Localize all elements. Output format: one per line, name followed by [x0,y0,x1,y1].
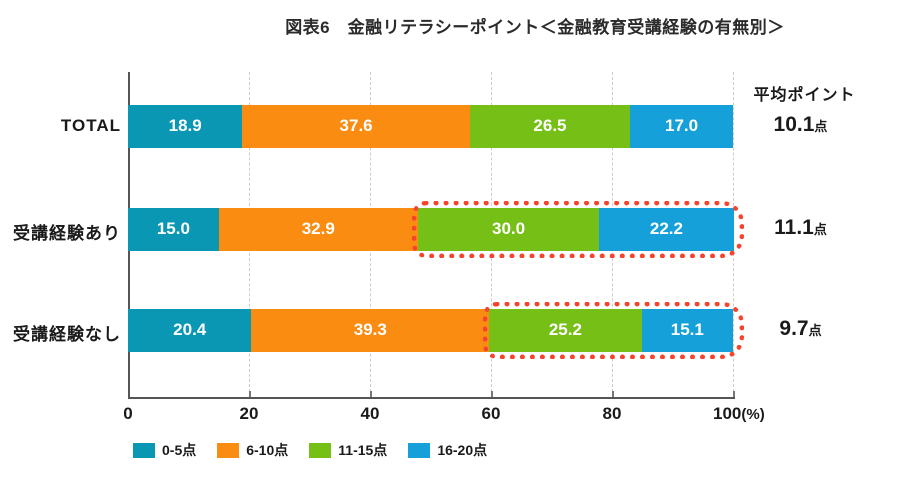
bar-segment: 15.0 [128,207,219,251]
legend-item: 16-20点 [408,440,487,460]
average-value: 9.7点 [738,317,863,341]
bar-segment-value: 26.5 [533,116,567,135]
bar-segment: 25.2 [489,308,642,352]
bar-segment-value: 15.0 [156,219,190,238]
category-label-total: TOTAL [60,116,121,135]
bar-segment-value: 32.9 [301,219,335,238]
bar-row: 15.0 32.9 30.0 22.2 [128,207,734,251]
bar-segment: 37.6 [242,104,470,148]
legend-label: 11-15点 [338,442,388,458]
x-tick-label-60: 60 [481,404,501,423]
bar-segment: 32.9 [218,207,418,251]
legend-item: 0-5点 [133,440,196,460]
bar-segment: 26.5 [469,104,631,148]
average-value: 10.1点 [738,113,863,137]
x-tick-label-20: 20 [239,404,259,423]
legend-swatch [217,442,240,458]
bar-segment: 39.3 [251,308,490,352]
bar-segment-value: 22.2 [649,219,683,238]
bar-row: 20.4 39.3 25.2 15.1 [128,308,733,352]
average-number: 9.7 [779,317,809,340]
axis-tick-40 [370,391,372,397]
bar-segment: 17.0 [630,104,733,148]
bar-segment: 22.2 [599,207,734,251]
average-points-header: 平均ポイント [753,87,856,104]
chart-title: 図表6 金融リテラシーポイント＜金融教育受講経験の有無別＞ [285,18,785,37]
bar-segment-value: 15.1 [670,320,704,339]
axis-tick-20 [249,391,251,397]
average-suffix: 点 [813,222,827,237]
bar-segment: 30.0 [417,207,600,251]
legend-item: 11-15点 [309,440,387,460]
legend: 0-5点 6-10点 11-15点 16-20点 [133,440,487,460]
legend-swatch [309,442,332,458]
average-number: 11.1 [774,216,814,239]
bar-segment-value: 37.6 [339,116,373,135]
bar-segment-value: 25.2 [548,320,582,339]
x-tick-label-40: 40 [360,404,380,423]
bar-segment-value: 18.9 [168,116,202,135]
average-value: 11.1点 [738,216,863,240]
average-suffix: 点 [808,323,822,338]
bar-segment-value: 30.0 [491,219,526,238]
bar-segment-value: 39.3 [353,320,387,339]
bar-segment-value: 20.4 [173,320,207,339]
bar-segment: 20.4 [128,308,252,352]
legend-swatch [408,442,431,458]
legend-label: 0-5点 [162,442,197,458]
legend-swatch [133,442,155,458]
x-tick-label-80: 80 [602,404,622,423]
bar-segment: 15.1 [641,308,733,352]
legend-label: 6-10点 [246,442,289,458]
x-tick-label-100: 100(%) [713,404,765,423]
average-suffix: 点 [814,119,828,134]
average-number: 10.1 [773,113,815,136]
bar-row: 18.9 37.6 26.5 17.0 [128,104,733,148]
legend-label: 16-20点 [437,442,488,458]
category-label-1: 受講経験あり [13,224,121,243]
category-label-2: 受講経験なし [13,325,121,344]
bar-segment: 18.9 [128,104,243,148]
bar-segment-value: 17.0 [665,116,699,135]
x-tick-label-0: 0 [123,404,133,423]
axis-tick-60 [491,391,493,397]
highlight-outline [483,301,744,359]
highlight-outline [411,200,744,258]
x-axis-unit: (%) [741,406,765,423]
axis-tick-80 [612,391,614,397]
axis-tick-100 [733,391,735,397]
legend-item: 6-10点 [217,440,288,460]
x-axis-line [128,397,735,399]
